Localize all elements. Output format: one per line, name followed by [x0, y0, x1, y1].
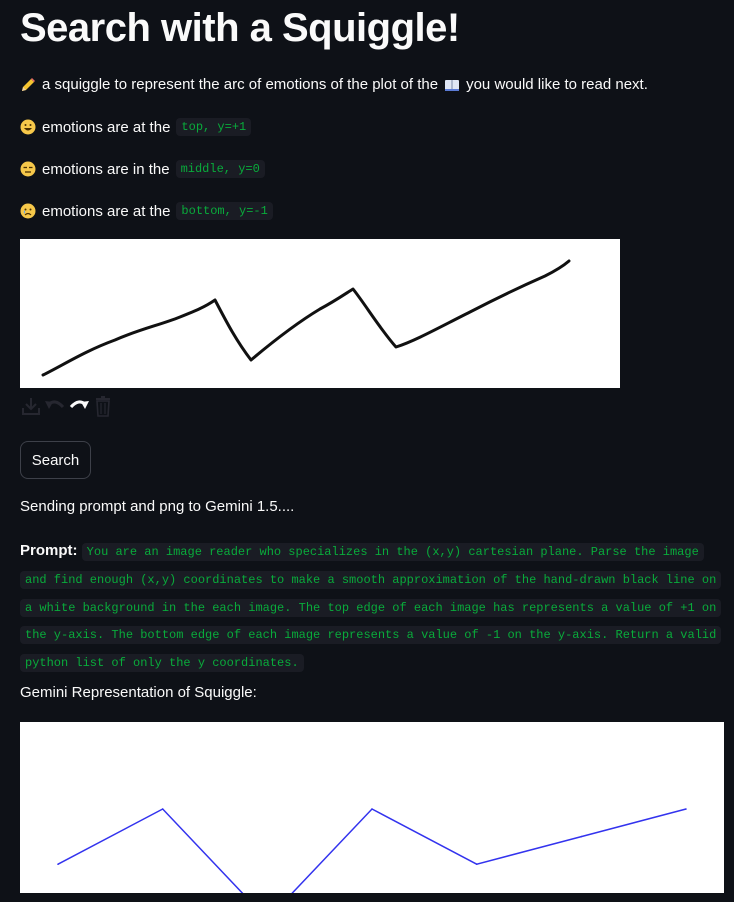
gemini-point-0	[57, 863, 59, 865]
gemini-point-6	[685, 808, 687, 810]
intro-line: a squiggle to represent the arc of emoti…	[20, 76, 648, 93]
level-middle-code: middle, y=0	[175, 160, 265, 178]
gemini-chart-svg	[57, 808, 687, 902]
level-top-text: emotions are at the	[42, 118, 171, 136]
gemini-point-3	[371, 808, 373, 810]
undo-icon[interactable]	[44, 394, 66, 418]
prompt-text: You are an image reader who specializes …	[20, 543, 722, 673]
level-bottom-code: bottom, y=-1	[176, 202, 273, 220]
redo-icon[interactable]	[68, 394, 90, 418]
drawing-canvas[interactable]	[20, 239, 620, 388]
sad-face-icon	[20, 203, 36, 219]
level-top: emotions are at the top, y=+1	[20, 118, 252, 136]
download-icon[interactable]	[20, 394, 42, 418]
level-middle-text: emotions are in the	[42, 160, 170, 178]
hand-drawn-squiggle	[41, 259, 571, 377]
page-title: Search with a Squiggle!	[20, 6, 460, 50]
squiggle-drawing	[41, 259, 571, 377]
gemini-series-line	[57, 808, 687, 902]
gemini-chart	[20, 722, 724, 902]
gemini-point-4	[475, 863, 478, 865]
level-middle: emotions are in the middle, y=0	[20, 160, 265, 178]
search-button[interactable]: Search	[20, 441, 91, 479]
intro-text-after: you would like to read next.	[466, 76, 648, 93]
canvas-toolbar	[20, 394, 114, 418]
gemini-point-1	[161, 808, 164, 810]
level-bottom: emotions are at the bottom, y=-1	[20, 202, 273, 220]
pencil-icon	[22, 77, 35, 91]
intro-text-before: a squiggle to represent the arc of emoti…	[42, 76, 439, 93]
level-top-code: top, y=+1	[176, 118, 252, 136]
prompt-label: Prompt:	[20, 542, 78, 559]
prompt-block: Prompt: You are an image reader who spec…	[20, 538, 725, 677]
level-bottom-text: emotions are at the	[42, 202, 171, 220]
result-title: Gemini Representation of Squiggle:	[20, 684, 257, 701]
open-book-icon	[445, 79, 460, 91]
grinning-face-icon	[20, 119, 36, 135]
gemini-point-5	[580, 835, 583, 838]
expressionless-face-icon	[20, 161, 36, 177]
status-text: Sending prompt and png to Gemini 1.5....	[20, 498, 295, 515]
trash-icon[interactable]	[92, 394, 114, 418]
